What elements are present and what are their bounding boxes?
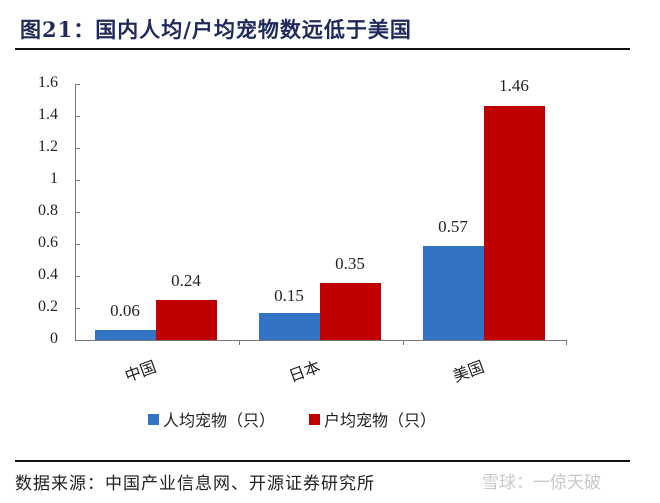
bar-per-capita-usa xyxy=(423,246,484,340)
y-tick xyxy=(75,148,80,149)
watermark: 雪球：一倞天破 xyxy=(482,473,601,493)
y-tick-label: 0.2 xyxy=(38,298,58,315)
y-tick-label: 1.4 xyxy=(38,106,58,123)
x-tick xyxy=(403,340,404,345)
x-axis xyxy=(75,340,567,341)
data-label: 0.24 xyxy=(171,271,201,290)
y-tick xyxy=(75,244,80,245)
category-label: 中国 xyxy=(122,357,159,386)
y-tick xyxy=(75,180,80,181)
y-tick-label: 0 xyxy=(50,330,58,347)
legend-swatch-red-icon xyxy=(309,413,321,425)
legend-item-per-household: 户均宠物（只） xyxy=(309,407,436,431)
bar-per-household-china xyxy=(156,300,217,340)
bar-chart: 1.6 1.4 1.2 1 0.8 0.6 0.4 0.2 0 0.06 0.2… xyxy=(38,74,567,431)
y-tick xyxy=(75,212,80,213)
category-label: 日本 xyxy=(286,357,323,386)
title-divider xyxy=(15,48,630,50)
data-label: 1.46 xyxy=(499,76,529,95)
category-label: 美国 xyxy=(450,357,487,386)
x-tick xyxy=(239,340,240,345)
chart-title: 图21：国内人均/户均宠物数远低于美国 xyxy=(20,17,412,42)
y-tick xyxy=(75,116,80,117)
data-label: 0.15 xyxy=(274,286,304,305)
legend-label: 人均宠物（只） xyxy=(163,411,276,430)
data-label: 0.35 xyxy=(335,254,365,273)
y-tick xyxy=(75,308,80,309)
data-label: 0.57 xyxy=(438,217,468,236)
legend-item-per-capita: 人均宠物（只） xyxy=(148,407,275,431)
y-tick-label: 0.8 xyxy=(38,202,58,219)
data-source-note: 数据来源：中国产业信息网、开源证券研究所 xyxy=(15,474,375,494)
x-tick xyxy=(566,340,567,345)
y-tick-label: 0.6 xyxy=(38,234,58,251)
bar-per-household-usa xyxy=(484,106,545,340)
y-tick-label: 0.4 xyxy=(38,266,58,283)
bar-per-capita-china xyxy=(95,330,156,340)
data-label: 0.06 xyxy=(110,301,140,320)
bar-per-household-japan xyxy=(320,283,381,340)
legend-label: 户均宠物（只） xyxy=(324,411,437,430)
y-tick xyxy=(75,276,80,277)
y-tick xyxy=(75,84,80,85)
legend-swatch-blue-icon xyxy=(148,413,159,425)
bar-per-capita-japan xyxy=(259,313,320,340)
y-tick-label: 1.2 xyxy=(38,138,58,155)
chart-legend: 人均宠物（只） 户均宠物（只） xyxy=(148,407,470,431)
y-tick-label: 1 xyxy=(50,170,58,187)
source-divider xyxy=(15,460,630,462)
y-tick-label: 1.6 xyxy=(38,74,58,91)
